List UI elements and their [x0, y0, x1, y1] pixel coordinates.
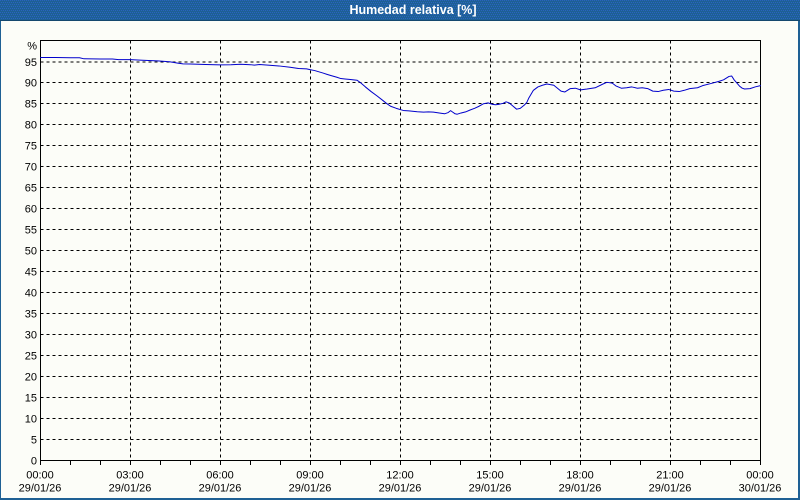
- svg-text:21:00: 21:00: [656, 470, 684, 482]
- svg-text:90: 90: [25, 78, 37, 90]
- svg-text:29/01/26: 29/01/26: [289, 483, 332, 495]
- svg-text:10: 10: [25, 414, 37, 426]
- svg-text:35: 35: [25, 309, 37, 321]
- svg-text:15: 15: [25, 393, 37, 405]
- svg-text:70: 70: [25, 162, 37, 174]
- svg-text:09:00: 09:00: [296, 470, 324, 482]
- svg-text:29/01/26: 29/01/26: [109, 483, 152, 495]
- svg-text:29/01/26: 29/01/26: [379, 483, 422, 495]
- svg-text:80: 80: [25, 120, 37, 132]
- svg-text:30/01/26: 30/01/26: [739, 483, 782, 495]
- svg-text:60: 60: [25, 204, 37, 216]
- svg-text:5: 5: [31, 435, 37, 447]
- svg-text:29/01/26: 29/01/26: [469, 483, 512, 495]
- svg-text:95: 95: [25, 57, 37, 69]
- svg-text:00:00: 00:00: [26, 470, 54, 482]
- svg-text:%: %: [27, 41, 37, 53]
- svg-text:20: 20: [25, 372, 37, 384]
- svg-text:85: 85: [25, 99, 37, 111]
- svg-text:12:00: 12:00: [386, 470, 414, 482]
- svg-text:03:00: 03:00: [116, 470, 144, 482]
- svg-text:15:00: 15:00: [476, 470, 504, 482]
- svg-text:30: 30: [25, 330, 37, 342]
- svg-text:50: 50: [25, 246, 37, 258]
- svg-text:55: 55: [25, 225, 37, 237]
- svg-text:40: 40: [25, 288, 37, 300]
- svg-text:18:00: 18:00: [566, 470, 594, 482]
- svg-text:75: 75: [25, 141, 37, 153]
- svg-text:29/01/26: 29/01/26: [559, 483, 602, 495]
- svg-text:0: 0: [31, 456, 37, 468]
- svg-text:29/01/26: 29/01/26: [649, 483, 692, 495]
- svg-text:45: 45: [25, 267, 37, 279]
- svg-text:65: 65: [25, 183, 37, 195]
- svg-text:06:00: 06:00: [206, 470, 234, 482]
- svg-text:25: 25: [25, 351, 37, 363]
- svg-text:29/01/26: 29/01/26: [199, 483, 242, 495]
- svg-text:00:00: 00:00: [746, 470, 774, 482]
- svg-text:29/01/26: 29/01/26: [19, 483, 62, 495]
